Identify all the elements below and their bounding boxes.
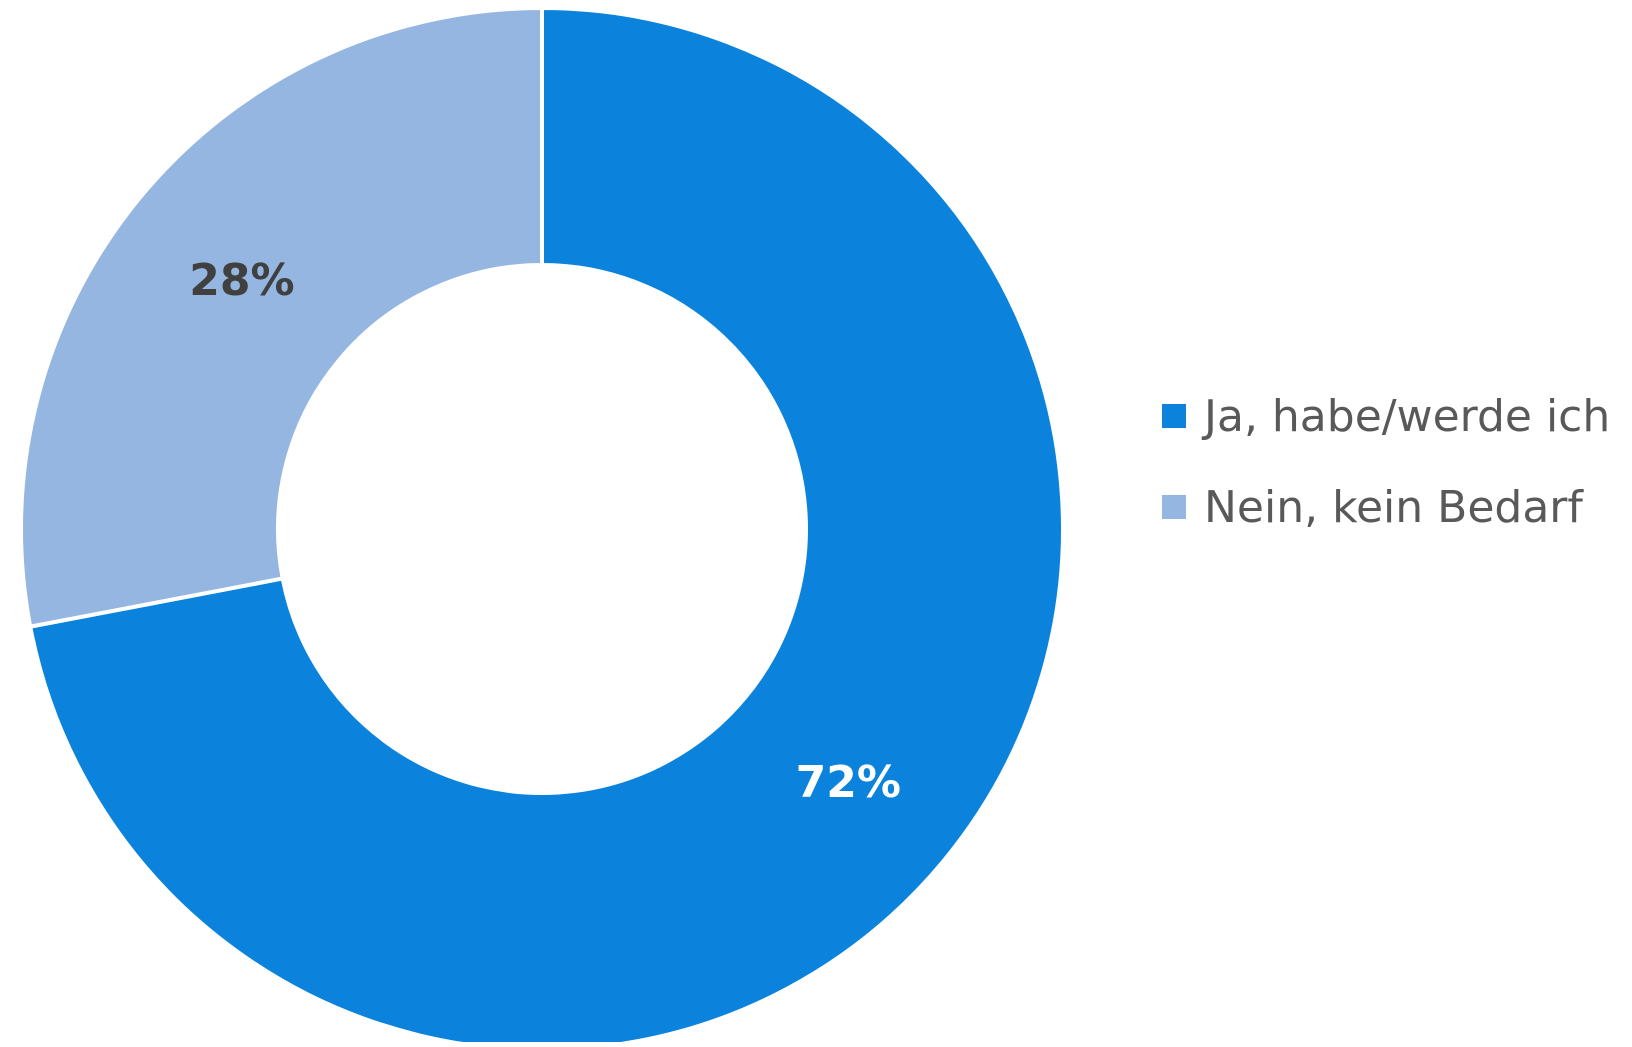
- slice-0: [27, 5, 1065, 1047]
- slice-label-0: 72%: [796, 757, 901, 808]
- legend-swatch-ja: [1162, 404, 1186, 428]
- legend-item-ja: Ja, habe/werde ich: [1162, 383, 1610, 449]
- legend: Ja, habe/werde ich Nein, kein Bedarf: [1162, 383, 1610, 565]
- legend-swatch-nein: [1162, 495, 1186, 519]
- legend-label-nein: Nein, kein Bedarf: [1204, 481, 1583, 533]
- legend-label-ja: Ja, habe/werde ich: [1204, 390, 1611, 442]
- slice-1: [19, 5, 544, 629]
- slice-label-1: 28%: [189, 255, 294, 306]
- legend-item-nein: Nein, kein Bedarf: [1162, 449, 1610, 565]
